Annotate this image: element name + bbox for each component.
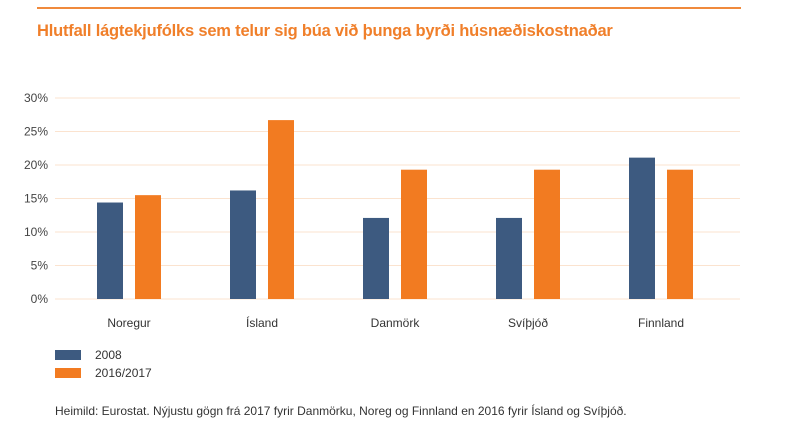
legend-label: 2016/2017 [95,366,152,380]
y-tick-label: 10% [24,225,48,239]
y-tick-label: 15% [24,192,48,206]
bar-2008-Noregur [97,202,123,299]
y-tick-label: 0% [31,292,49,306]
y-tick-label: 20% [24,158,48,172]
x-tick-label: Svíþjóð [508,316,548,330]
bar-chart: 0% 5% 10% 15% 20% 25% 30% Noregur Ísland Danmörk S… [24,91,740,330]
bar-2016-2017-Danmörk [401,169,427,299]
bar-2008-Danmörk [363,217,389,299]
bar-2008-Ísland [230,190,256,299]
bar-2016-2017-Noregur [135,195,161,299]
y-tick-label: 25% [24,125,48,139]
bar-2016-2017-Ísland [268,120,294,299]
legend-item-2016-2017: 2016/2017 [55,366,152,380]
x-tick-label: Danmörk [371,316,421,330]
chart-title: Hlutfall lágtekjufólks sem telur sig búa… [37,22,613,40]
legend-item-2008: 2008 [55,348,122,362]
source-note: Heimild: Eurostat. Nýjustu gögn frá 2017… [55,404,627,418]
x-tick-label: Ísland [246,315,278,330]
top-rule [37,7,741,9]
bar-2016-2017-Finnland [667,169,693,299]
bar-2016-2017-Svíþjóð [534,169,560,299]
x-tick-label: Finnland [638,316,684,330]
legend-label: 2008 [95,348,122,362]
bar-2008-Svíþjóð [496,217,522,299]
y-tick-label: 30% [24,91,48,105]
x-tick-label: Noregur [107,316,150,330]
y-tick-label: 5% [31,259,49,273]
legend-swatch [55,368,81,378]
bar-2008-Finnland [629,157,655,299]
legend-swatch [55,350,81,360]
